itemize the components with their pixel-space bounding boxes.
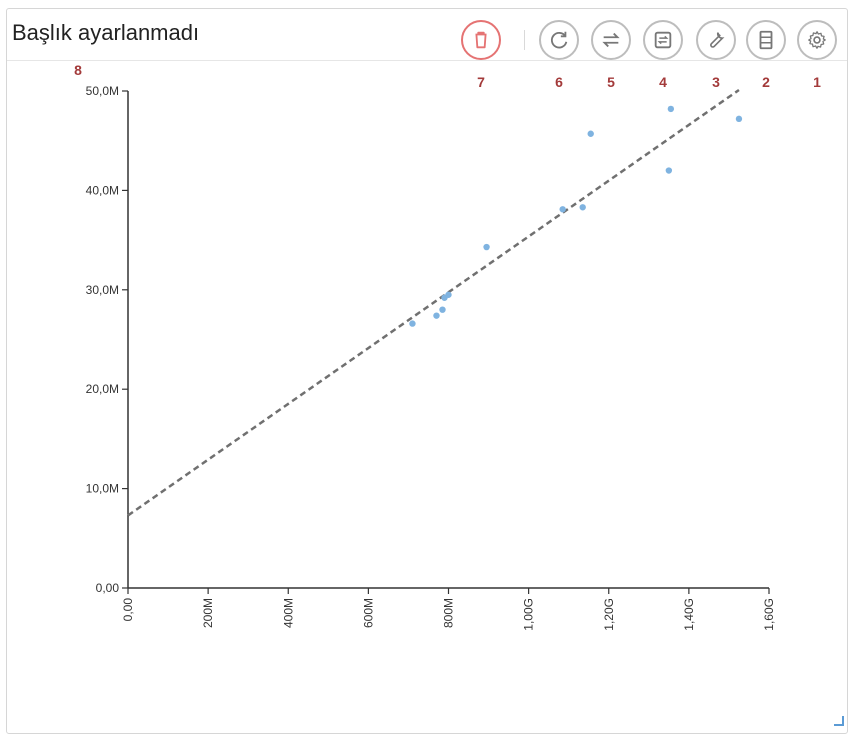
refresh-button[interactable] [539, 20, 579, 60]
refresh-icon [551, 31, 568, 49]
x-tick-label: 0,00 [121, 598, 135, 622]
x-tick-label: 400M [281, 598, 295, 628]
resize-handle[interactable] [834, 716, 844, 726]
data-point [665, 167, 673, 174]
settings-button[interactable] [797, 20, 837, 60]
x-tick-label: 1,00G [522, 598, 536, 631]
swap-icon [602, 32, 620, 48]
y-tick-label: 40,0M [86, 183, 119, 197]
trend-line [127, 88, 740, 517]
toolbar-separator [524, 30, 525, 50]
wrench-button[interactable] [696, 20, 736, 60]
chart-panel [6, 8, 848, 734]
data-point [433, 312, 440, 319]
y-tick-label: 50,0M [86, 84, 119, 98]
x-tick-label: 1,40G [682, 598, 696, 631]
y-tick-label: 30,0M [86, 283, 119, 297]
data-point [579, 204, 586, 211]
data-point [409, 320, 416, 327]
settings-step-number: 1 [813, 74, 821, 90]
delete-step-number: 7 [477, 74, 485, 90]
data-point [445, 291, 452, 298]
x-tick-label: 800M [442, 598, 456, 628]
data-point [667, 105, 675, 113]
transform-step-number: 4 [659, 74, 667, 90]
y-tick-label: 20,0M [86, 382, 119, 396]
y-tick-label: 10,0M [86, 482, 119, 496]
data-point [587, 130, 594, 137]
refresh-step-number: 6 [555, 74, 563, 90]
data-point [559, 206, 566, 213]
layout-button[interactable] [746, 20, 786, 60]
x-tick-label: 1,60G [762, 598, 776, 631]
trash-icon [475, 31, 487, 49]
repeat-icon [654, 31, 672, 49]
layout-step-number: 2 [762, 74, 770, 90]
delete-button[interactable] [461, 20, 501, 60]
wrench-icon [710, 32, 725, 48]
gear-icon [808, 31, 826, 49]
data-point [439, 306, 446, 313]
data-point [735, 115, 743, 123]
data-point [483, 243, 490, 251]
y-tick-label: 0,00 [96, 581, 120, 595]
y-axis-step-number: 8 [74, 62, 82, 78]
x-tick-label: 200M [201, 598, 215, 628]
wrench-step-number: 3 [712, 74, 720, 90]
x-tick-label: 600M [361, 598, 375, 628]
x-tick-label: 1,20G [602, 598, 616, 631]
panel-title: Başlık ayarlanmadı [12, 20, 200, 45]
swap-button[interactable] [591, 20, 631, 60]
transform-button[interactable] [643, 20, 683, 60]
header-divider [7, 60, 847, 61]
layout-icon [759, 30, 773, 50]
swap-step-number: 5 [607, 74, 615, 90]
